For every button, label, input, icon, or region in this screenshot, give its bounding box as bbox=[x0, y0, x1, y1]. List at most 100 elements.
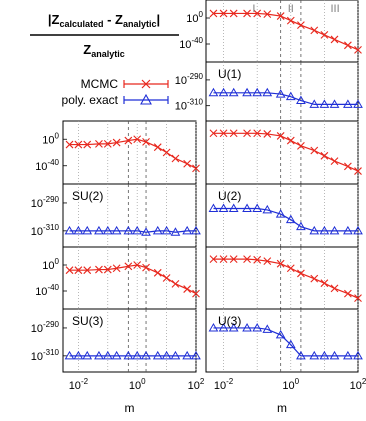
panel-label: U(3) bbox=[218, 314, 241, 328]
poly-point bbox=[275, 209, 286, 218]
panel-su2: 100 10-40 10-290 10-310 SU(2) bbox=[31, 120, 201, 248]
mcmc-point bbox=[343, 162, 352, 171]
x-tick-label: 10-2 bbox=[69, 377, 89, 392]
x-tick-label: 102 bbox=[188, 377, 205, 392]
poly-point bbox=[252, 322, 263, 332]
mcmc-point bbox=[310, 146, 319, 155]
poly-point bbox=[285, 214, 296, 224]
legend-label: poly. exact bbox=[62, 93, 119, 107]
poly-point bbox=[262, 204, 273, 214]
mcmc-point bbox=[229, 129, 238, 138]
poly-point bbox=[64, 350, 75, 360]
mcmc-point bbox=[354, 294, 362, 303]
poly-point bbox=[309, 225, 320, 235]
poly-point bbox=[228, 322, 239, 332]
mcmc-point bbox=[229, 255, 238, 264]
svg-text:Zanalytic: Zanalytic bbox=[83, 42, 124, 59]
panel-label: SU(2) bbox=[72, 189, 103, 203]
poly-point bbox=[343, 99, 353, 108]
poly-point bbox=[228, 203, 239, 213]
mcmc-point bbox=[229, 9, 238, 18]
mcmc-point bbox=[343, 289, 352, 298]
mcmc-point bbox=[142, 263, 150, 272]
poly-point bbox=[309, 99, 320, 108]
poly-point bbox=[111, 350, 122, 360]
y-tick-label: 100 bbox=[186, 10, 203, 25]
mcmc-point bbox=[286, 264, 295, 273]
poly-point bbox=[191, 350, 201, 360]
x-tick-label: 100 bbox=[129, 377, 146, 392]
mcmc-point bbox=[330, 35, 339, 44]
formula-sub3: analytic bbox=[91, 49, 125, 59]
poly-point bbox=[296, 350, 306, 360]
mcmc-point bbox=[286, 16, 295, 25]
mcmc-point bbox=[276, 259, 285, 268]
poly-point bbox=[161, 350, 172, 360]
mcmc-point bbox=[171, 279, 180, 288]
poly-point bbox=[275, 329, 286, 339]
region-label: II bbox=[288, 3, 294, 15]
poly-point bbox=[296, 95, 306, 105]
poly-point bbox=[94, 225, 104, 235]
mcmc-point bbox=[263, 257, 272, 265]
y-tick-label: 10-290 bbox=[175, 72, 204, 87]
mcmc-point bbox=[243, 9, 251, 18]
region-label: I bbox=[252, 3, 255, 15]
poly-point bbox=[141, 227, 151, 236]
mcmc-point bbox=[243, 129, 251, 138]
poly-point bbox=[132, 225, 143, 235]
poly-point bbox=[111, 225, 122, 235]
y-tick-label: 10-310 bbox=[31, 348, 60, 363]
mcmc-point bbox=[297, 21, 305, 30]
mcmc-point bbox=[153, 143, 162, 152]
panel-su3: 100 10-40 10-290 10-310 SU(3) bbox=[31, 246, 201, 373]
panel-u1: U(1) 100 10-40 10-290 10-310 bbox=[175, 0, 363, 122]
region-label: III bbox=[330, 3, 339, 15]
poly-point bbox=[73, 350, 84, 360]
poly-point bbox=[309, 350, 320, 360]
y-tick-label: 10-40 bbox=[35, 283, 59, 298]
mcmc-point bbox=[192, 289, 200, 298]
legend-marker-x bbox=[141, 79, 151, 89]
mcmc-point bbox=[286, 136, 295, 145]
poly-point bbox=[252, 87, 263, 97]
mcmc-point bbox=[253, 9, 262, 18]
mcmc-point bbox=[310, 274, 319, 283]
svg-text:|Zcalculated - Zanalytic|: |Zcalculated - Zanalytic| bbox=[48, 12, 160, 29]
mcmc-point bbox=[253, 129, 262, 138]
mcmc-point bbox=[209, 9, 218, 18]
poly-point bbox=[329, 350, 340, 360]
mcmc-point bbox=[263, 130, 272, 138]
panel-label: U(2) bbox=[218, 189, 241, 203]
poly-point bbox=[319, 225, 330, 235]
formula-minus: - bbox=[103, 12, 115, 27]
poly-point bbox=[141, 350, 151, 360]
mcmc-point bbox=[320, 279, 329, 288]
x-tick-label: 100 bbox=[282, 377, 299, 392]
poly-point bbox=[73, 225, 84, 235]
mcmc-point bbox=[354, 167, 362, 175]
upper-frame bbox=[62, 120, 197, 185]
legend-label: MCMC bbox=[81, 77, 119, 91]
poly-point bbox=[353, 99, 363, 108]
poly-point bbox=[191, 225, 201, 235]
mcmc-point bbox=[219, 129, 228, 138]
mcmc-point bbox=[162, 148, 171, 157]
mcmc-point bbox=[192, 164, 200, 173]
poly-point bbox=[242, 203, 252, 213]
mcmc-point bbox=[276, 12, 285, 20]
y-tick-label: 10-310 bbox=[31, 223, 60, 238]
x-tick-label: 10-2 bbox=[214, 377, 234, 392]
poly-point bbox=[285, 339, 296, 349]
mcmc-point bbox=[171, 154, 180, 163]
mcmc-point bbox=[133, 135, 142, 144]
formula-z1: Z bbox=[51, 12, 59, 27]
panel-u3: U(3) bbox=[205, 246, 363, 373]
x-tick-label: 102 bbox=[350, 377, 366, 392]
mcmc-point bbox=[330, 157, 339, 166]
poly-point bbox=[102, 225, 113, 235]
mcmc-point bbox=[310, 26, 319, 35]
mcmc-point bbox=[153, 268, 162, 277]
poly-point bbox=[285, 91, 296, 101]
formula-sub1: calculated bbox=[59, 19, 103, 29]
